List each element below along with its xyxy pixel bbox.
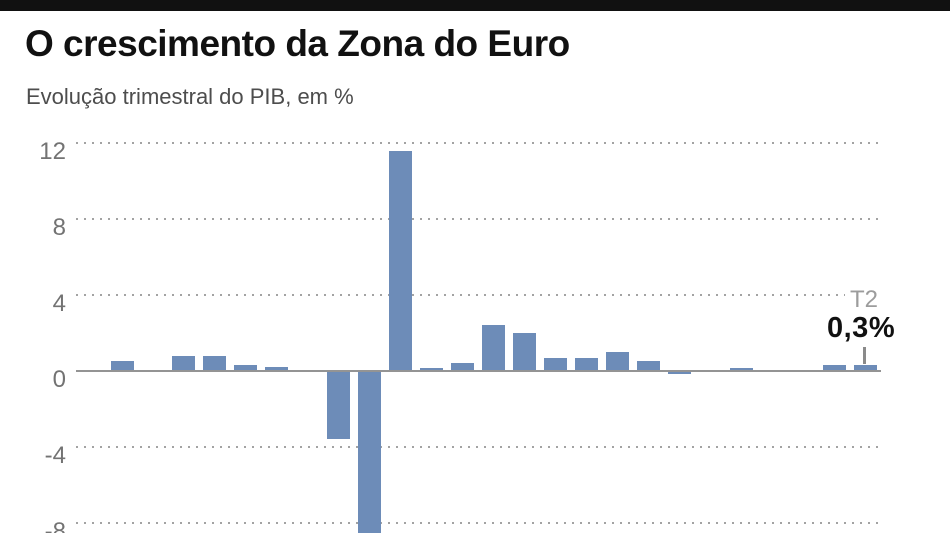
y-axis-tick-label: 8 xyxy=(52,214,66,241)
y-axis-tick-label: 4 xyxy=(52,290,66,317)
quarter-label: T2 xyxy=(845,288,882,312)
y-axis-tick-label: -8 xyxy=(44,518,66,533)
bar xyxy=(482,325,505,371)
chart-title: O crescimento da Zona do Euro xyxy=(25,23,570,64)
bar xyxy=(575,358,598,371)
bar xyxy=(234,365,257,371)
bar xyxy=(637,361,660,371)
top-accent-bar xyxy=(0,0,950,11)
bar xyxy=(823,365,846,371)
bar xyxy=(668,372,691,374)
y-axis-tick-label: 0 xyxy=(52,366,66,393)
bar xyxy=(203,356,226,371)
bar xyxy=(389,151,412,371)
gridline--4 xyxy=(76,446,881,448)
y-axis-tick-label: 12 xyxy=(39,138,66,165)
bar xyxy=(172,356,195,371)
gridline-4 xyxy=(76,294,881,296)
bar xyxy=(451,363,474,371)
bar xyxy=(265,367,288,371)
gridline-12 xyxy=(76,142,881,144)
bar xyxy=(327,372,350,439)
chart-subtitle: Evolução trimestral do PIB, em % xyxy=(26,84,354,109)
bar xyxy=(606,352,629,371)
bar xyxy=(358,372,381,533)
bar xyxy=(854,365,877,371)
bar xyxy=(730,368,753,371)
gridline--8 xyxy=(76,522,881,524)
bar xyxy=(544,358,567,371)
bar xyxy=(111,361,134,371)
callout-line xyxy=(863,347,866,364)
y-axis-tick-label: -4 xyxy=(44,442,66,469)
gridline-8 xyxy=(76,218,881,220)
x-axis-line xyxy=(76,370,881,372)
bar xyxy=(513,333,536,371)
value-callout: 0,3% xyxy=(827,312,896,344)
bar xyxy=(420,368,443,371)
